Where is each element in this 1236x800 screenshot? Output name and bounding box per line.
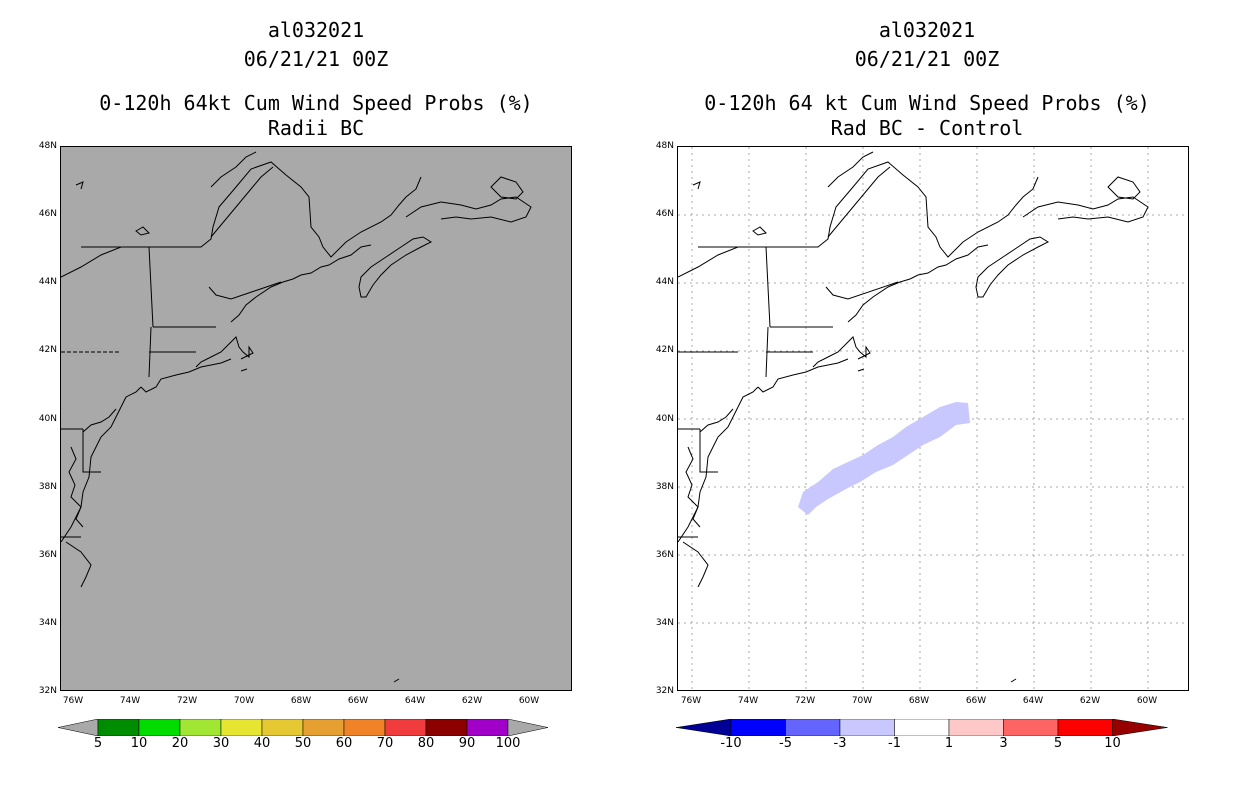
colorbar-swatch [785,719,841,736]
colorbar-swatch [839,719,895,736]
left-lon-label: 76W [62,696,84,706]
colorbar-label: 30 [212,736,230,751]
colorbar-label: 50 [294,736,312,751]
left-lon-label: 74W [119,696,141,706]
colorbar-label: 90 [458,736,476,751]
left-map-coastlines [61,151,532,683]
right-lon-label: 60W [1136,696,1158,706]
left-lon-label: 70W [233,696,255,706]
right-lat-label: 42N [655,345,674,355]
left-map [60,146,572,691]
right-map [677,146,1189,691]
right-lat-label: 36N [655,550,674,560]
left-lon-label: 66W [347,696,369,706]
colorbar-label: -3 [833,736,847,751]
right-lat-label: 40N [655,414,674,424]
colorbar-label: 60 [335,736,353,751]
right-init-time: 06/21/21 00Z [854,47,1000,71]
right-lon-label: 68W [908,696,930,706]
left-experiment-label: Radii BC [267,116,365,140]
colorbar-label: 40 [253,736,271,751]
colorbar-swatch [138,719,181,736]
right-lon-label: 76W [680,696,702,706]
colorbar-left-arrow [676,719,732,736]
colorbar-label: 10 [1104,736,1121,751]
left-lon-label: 64W [404,696,426,706]
right-lat-label: 46N [655,209,674,219]
left-lon-label: 72W [176,696,198,706]
right-lat-label: 32N [655,686,674,696]
colorbar-swatch [97,719,140,736]
right-lat-label: 48N [655,141,674,151]
left-lon-label: 60W [518,696,540,706]
colorbar-swatch [261,719,304,736]
colorbar-label: 100 [495,736,521,751]
colorbar-label: -1 [888,736,901,751]
right-lon-label: 66W [965,696,987,706]
colorbar-swatch [894,719,950,736]
colorbar-swatch [1057,719,1113,736]
colorbar-swatch [425,719,468,736]
colorbar-label: 5 [1053,736,1063,751]
right-lon-label: 64W [1022,696,1044,706]
right-map-gridlines [678,147,1188,690]
colorbar-label: 1 [944,736,954,751]
left-product-title: 0-120h 64kt Cum Wind Speed Probs (%) [99,91,533,115]
right-colorbar [676,719,1168,736]
left-lon-label: 62W [461,696,483,706]
colorbar-label: 80 [417,736,435,751]
colorbar-label: -5 [779,736,792,751]
left-lat-label: 42N [38,345,57,355]
colorbar-swatch [179,719,222,736]
colorbar-swatch [220,719,263,736]
colorbar-right-arrow [507,719,549,736]
right-lat-label: 44N [655,277,674,287]
right-lat-label: 34N [655,618,674,628]
right-product-title: 0-120h 64 kt Cum Wind Speed Probs (%) [704,91,1150,115]
colorbar-swatch [1003,719,1059,736]
colorbar-label: 10 [130,736,148,751]
colorbar-swatch [730,719,786,736]
left-colorbar [58,719,549,736]
left-lat-label: 40N [38,414,57,424]
left-lat-label: 38N [38,482,57,492]
left-lon-label: 68W [290,696,312,706]
colorbar-swatch [302,719,345,736]
left-panel-title: al032021 06/21/21 00Z 0-120h 64kt Cum Wi… [60,16,572,143]
colorbar-left-arrow [58,719,99,736]
colorbar-label: 20 [171,736,189,751]
colorbar-swatch [948,719,1004,736]
right-lon-label: 62W [1079,696,1101,706]
left-lat-label: 46N [38,209,57,219]
left-lat-label: 48N [38,141,57,151]
colorbar-label: 5 [93,736,103,751]
right-panel-title: al032021 06/21/21 00Z 0-120h 64 kt Cum W… [671,16,1183,143]
right-experiment-label: Rad BC - Control [830,116,1024,140]
left-storm-id: al032021 [267,18,365,42]
left-lat-label: 34N [38,618,57,628]
left-init-time: 06/21/21 00Z [243,47,389,71]
colorbar-label: 70 [376,736,394,751]
right-storm-id: al032021 [878,18,976,42]
colorbar-swatch [384,719,427,736]
right-map-coastlines [678,147,1188,690]
colorbar-label: -10 [720,736,742,751]
left-lat-label: 32N [38,686,57,696]
left-lat-label: 44N [38,277,57,287]
colorbar-swatch [466,719,509,736]
right-lon-label: 74W [737,696,759,706]
colorbar-right-arrow [1112,719,1168,736]
right-lat-label: 38N [655,482,674,492]
right-lon-label: 72W [794,696,816,706]
difference-shading [798,402,970,515]
right-lon-label: 70W [851,696,873,706]
colorbar-label: 3 [999,736,1008,751]
left-lat-label: 36N [38,550,57,560]
colorbar-swatch [343,719,386,736]
